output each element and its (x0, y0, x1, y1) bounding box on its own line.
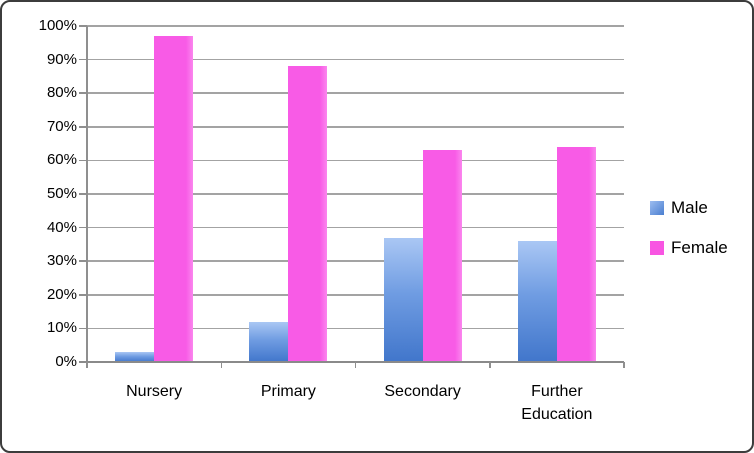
gridline (87, 58, 624, 61)
gridline (87, 226, 624, 229)
x-axis-tick (86, 362, 88, 368)
x-axis-category-label: Nursery (126, 383, 183, 400)
y-axis-line (86, 26, 88, 362)
bar-female-primary (288, 66, 328, 362)
x-axis-category-label: Secondary (384, 383, 461, 400)
legend-item-male: Male (650, 198, 728, 218)
y-axis-tick (79, 159, 87, 162)
y-axis-tick-label: 40% (46, 218, 77, 236)
bar-male-nursery (115, 351, 155, 362)
gridline (87, 126, 624, 128)
y-axis-tick-label: 20% (46, 285, 77, 303)
x-axis-line (79, 361, 624, 363)
male-swatch-icon (650, 201, 664, 215)
y-axis-tick (79, 193, 87, 195)
gridline (87, 25, 624, 27)
y-axis-tick (79, 226, 87, 229)
legend-label-female: Female (671, 238, 728, 257)
y-axis-tick-label: 90% (46, 50, 77, 68)
y-axis-tick-label: 0% (55, 353, 77, 370)
y-axis-tick (79, 25, 87, 27)
gridline (87, 294, 624, 296)
bar-male-primary (249, 321, 289, 362)
y-axis-tick-label: 70% (46, 117, 77, 135)
x-axis-category-label: Primary (260, 383, 316, 400)
gridline (87, 92, 624, 94)
bar-male-secondary (383, 237, 423, 362)
y-axis-tick (79, 327, 87, 330)
bar-female-further-education (556, 146, 596, 362)
y-axis-tick-label: 60% (46, 151, 77, 169)
x-axis-category-label: Further Education (521, 383, 593, 423)
bar-female-nursery (154, 36, 194, 362)
x-axis-tick (220, 362, 222, 368)
y-axis-tick-label: 30% (46, 252, 77, 270)
gridline (87, 159, 624, 162)
bar-male-further-education (517, 241, 557, 362)
legend: Male Female (650, 198, 728, 278)
y-axis-tick (79, 294, 87, 296)
x-axis-tick (354, 362, 357, 368)
y-axis-tick (79, 260, 87, 262)
y-axis-tick (79, 92, 87, 94)
y-axis-tick-label: 80% (46, 84, 77, 102)
bar-female-secondary (422, 150, 462, 362)
gridline (87, 260, 624, 262)
y-axis-tick-label: 10% (46, 319, 77, 337)
gridline (87, 193, 624, 195)
y-axis-tick-label: 50% (46, 185, 77, 202)
x-axis-tick (489, 362, 491, 368)
legend-item-female: Female (650, 238, 728, 258)
legend-label-male: Male (671, 198, 708, 217)
x-axis-tick (623, 362, 625, 368)
female-swatch-icon (650, 241, 664, 255)
y-axis-tick-label: 100% (38, 17, 77, 34)
y-axis-tick (79, 58, 87, 61)
gridline (87, 327, 624, 330)
y-axis-tick (79, 126, 87, 128)
